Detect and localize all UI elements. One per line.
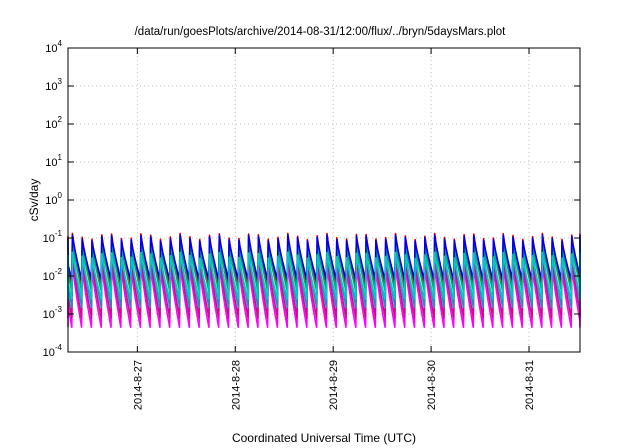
x-tick-label: 2014-8-30: [426, 360, 438, 410]
y-tick-label: 10-1: [43, 229, 63, 245]
y-tick-exponent: -2: [55, 267, 63, 276]
y-tick-label: 102: [45, 115, 62, 131]
series-group: [67, 232, 581, 328]
x-tick-labels: 2014-8-27 2014-8-28 2014-8-29 2014-8-30 2014…: [132, 360, 536, 410]
y-tick-label: 10-2: [43, 267, 63, 283]
y-tick-label: 101: [45, 153, 62, 169]
chart-title: /data/run/goesPlots/archive/2014-08-31/1…: [135, 26, 507, 38]
y-tick-exponent: -3: [55, 305, 63, 314]
y-tick-label: 10-3: [43, 305, 63, 321]
x-tick-label: 2014-8-31: [524, 360, 536, 410]
y-tick-exponent: 3: [58, 77, 63, 86]
x-tick-label: 2014-8-27: [132, 360, 144, 410]
x-tick-label: 2014-8-28: [230, 360, 242, 410]
y-tick-label: 104: [45, 39, 62, 55]
y-axis-label: cSv/day: [27, 179, 41, 222]
y-tick-exponent: -4: [55, 343, 63, 352]
y-tick-exponent: 0: [58, 191, 63, 200]
tick-marks: [68, 47, 580, 353]
series-line: [67, 262, 581, 328]
y-tick-exponent: 4: [58, 39, 63, 48]
y-tick-exponent: 2: [58, 115, 63, 124]
x-tick-label: 2014-8-29: [328, 360, 340, 410]
y-tick-label: 100: [45, 191, 62, 207]
y-tick-exponent: 1: [58, 153, 63, 162]
y-tick-exponent: -1: [55, 229, 63, 238]
y-tick-label: 103: [45, 77, 62, 93]
x-axis-label: Coordinated Universal Time (UTC): [232, 431, 416, 445]
series-line: [67, 254, 581, 319]
series-line: [67, 251, 581, 300]
series-line: [67, 245, 581, 309]
y-tick-label: 10-4: [43, 343, 63, 359]
